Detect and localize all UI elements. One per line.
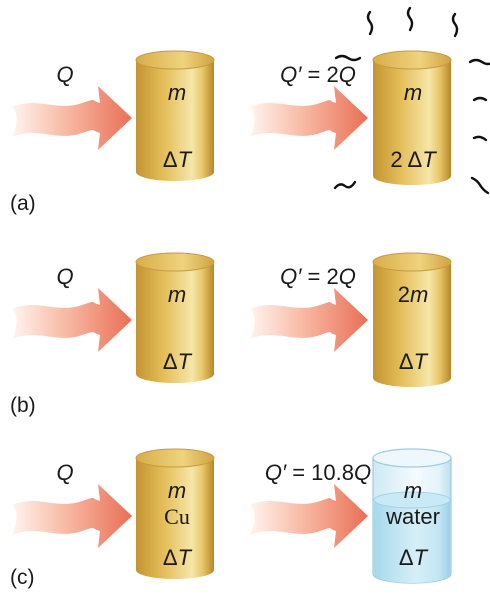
left-material-label-part: Cu <box>164 504 190 529</box>
left-temp-change-label: ΔT <box>163 349 193 374</box>
left-mass-label-part: m <box>168 80 186 105</box>
right-temp-change-label-part: T <box>414 545 429 570</box>
left-temp-change-label-part: T <box>178 349 193 374</box>
beaker-rim <box>372 448 452 468</box>
heat-radiation-mark <box>451 12 459 38</box>
left-mass-label: m <box>168 282 186 307</box>
right-temp-change-label-part: T <box>414 349 429 374</box>
heat-arrow <box>12 484 132 548</box>
right-heat-label-part: Q′ <box>265 460 287 485</box>
right-heat-label-part: Q <box>339 264 356 289</box>
right-temp-change-label: ΔT <box>399 545 429 570</box>
heat-radiation-mark <box>472 135 488 142</box>
heat-arrow <box>12 288 132 352</box>
metal-cylinder-body <box>136 262 214 383</box>
right-heat-label-part: Q′ <box>280 264 302 289</box>
heat-radiation-mark <box>366 10 374 36</box>
left-temp-change-label-part: T <box>178 545 193 570</box>
right-heat-label-part: = 2 <box>301 62 338 87</box>
heat-arrow <box>250 288 368 352</box>
panel-letter: (a) <box>10 192 36 215</box>
heat-radiation-mark <box>406 6 414 32</box>
left-heat-label: Q <box>56 62 73 87</box>
heat-radiation-marks <box>333 6 490 195</box>
left-heat-label-part: Q <box>56 460 73 485</box>
right-material-label-part: water <box>385 504 440 529</box>
left-temp-change-label: ΔT <box>163 147 193 172</box>
left-mass-label: m <box>168 478 186 503</box>
panel-letter: (b) <box>10 394 36 417</box>
heat-arrow <box>12 86 132 150</box>
left-temp-change-label-part: Δ <box>163 147 178 172</box>
right-heat-label-part: = 10.8 <box>286 460 354 485</box>
metal-cylinder-body <box>373 60 451 185</box>
right-heat-label: Q′ = 2Q <box>280 62 356 87</box>
right-mass-label: m <box>404 80 422 105</box>
right-temp-change-label: 2 ΔT <box>390 147 437 172</box>
heat-radiation-mark <box>472 96 488 102</box>
right-heat-label: Q′ = 10.8Q <box>265 460 371 485</box>
right-material-label: water <box>385 504 440 529</box>
left-material-label: Cu <box>164 504 190 529</box>
heat-radiation-mark <box>470 176 490 195</box>
left-temp-change-label-part: Δ <box>163 545 178 570</box>
left-temp-change-label: ΔT <box>163 545 193 570</box>
heat-radiation-mark <box>334 54 362 62</box>
right-mass-label: m <box>404 478 422 503</box>
panel-letter: (c) <box>10 566 35 589</box>
metal-cylinder-top <box>135 448 215 468</box>
left-temp-change-label-part: T <box>178 147 193 172</box>
right-heat-label-part: Q <box>354 460 371 485</box>
heat-radiation-mark <box>468 58 490 66</box>
right-heat-label-part: Q <box>339 62 356 87</box>
heat-arrow <box>250 86 368 150</box>
right-temp-change-label-part: Δ <box>399 545 414 570</box>
right-temp-change-label: ΔT <box>399 349 429 374</box>
left-mass-label-part: m <box>168 282 186 307</box>
metal-cylinder-body <box>136 60 214 181</box>
metal-cylinder-top <box>135 50 215 70</box>
water-surface <box>373 491 451 509</box>
left-heat-label-part: Q <box>56 264 73 289</box>
right-mass-label-part: 2 <box>398 282 410 307</box>
metal-cylinder-body <box>136 458 214 579</box>
left-mass-label: m <box>168 80 186 105</box>
right-mass-label-part: m <box>404 80 422 105</box>
heat-radiation-mark <box>333 180 357 190</box>
metal-cylinder-top <box>135 252 215 272</box>
left-temp-change-label-part: Δ <box>163 349 178 374</box>
right-temp-change-label-part: Δ <box>399 349 414 374</box>
metal-cylinder-top <box>372 50 452 70</box>
water-volume <box>374 500 450 583</box>
left-mass-label-part: m <box>168 478 186 503</box>
right-temp-change-label-part: T <box>422 147 437 172</box>
heat-arrow <box>250 484 368 548</box>
right-mass-label-part: m <box>410 282 428 307</box>
right-heat-label: Q′ = 2Q <box>280 264 356 289</box>
left-heat-label-part: Q <box>56 62 73 87</box>
metal-cylinder-top <box>372 252 452 272</box>
right-mass-label-part: m <box>404 478 422 503</box>
right-heat-label-part: Q′ <box>280 62 302 87</box>
metal-cylinder-body <box>373 262 451 387</box>
right-heat-label-part: = 2 <box>301 264 338 289</box>
left-heat-label: Q <box>56 460 73 485</box>
left-heat-label: Q <box>56 264 73 289</box>
right-temp-change-label-part: 2 Δ <box>390 147 422 172</box>
right-mass-label: 2m <box>398 282 429 307</box>
